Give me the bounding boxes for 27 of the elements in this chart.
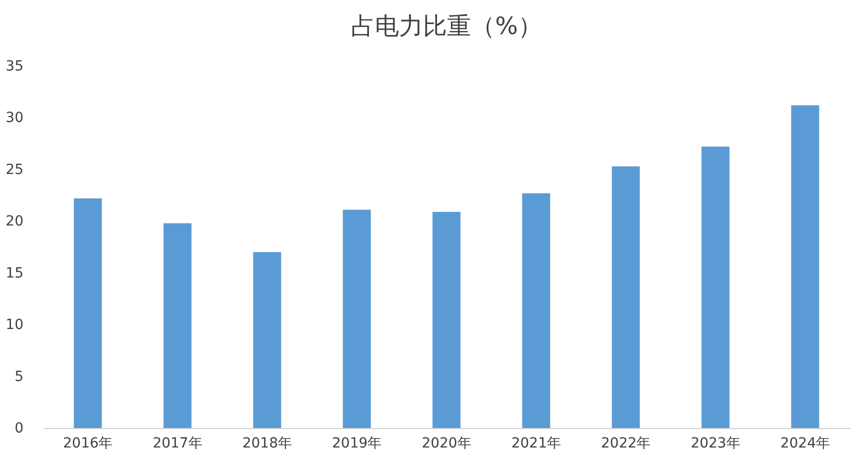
x-tick-label: 2024年 <box>780 436 830 452</box>
bar <box>432 212 460 428</box>
x-tick-label: 2023年 <box>690 436 740 452</box>
x-tick-label: 2016年 <box>63 436 113 452</box>
bar <box>164 223 192 428</box>
bar <box>702 146 730 428</box>
bar <box>74 198 102 428</box>
x-tick-label: 2022年 <box>601 436 651 452</box>
y-tick-label: 35 <box>6 58 24 74</box>
bar <box>791 105 820 428</box>
x-tick-label: 2020年 <box>422 436 472 452</box>
x-tick-label: 2018年 <box>242 436 292 452</box>
bar <box>342 210 371 428</box>
bar <box>612 166 640 428</box>
x-tick-label: 2021年 <box>511 436 561 452</box>
y-tick-label: 5 <box>14 368 24 385</box>
y-tick-label: 15 <box>6 265 24 282</box>
x-tick-label: 2019年 <box>332 436 382 452</box>
bar <box>253 252 282 428</box>
bar <box>522 193 550 428</box>
x-tick-label: 2017年 <box>152 436 202 452</box>
y-tick-label: 30 <box>6 110 24 126</box>
y-tick-label: 10 <box>6 317 24 334</box>
y-tick-label: 0 <box>14 420 24 436</box>
chart-title: 占电力比重（%） <box>351 12 542 40</box>
y-tick-label: 20 <box>6 214 24 230</box>
y-tick-label: 25 <box>6 162 24 178</box>
